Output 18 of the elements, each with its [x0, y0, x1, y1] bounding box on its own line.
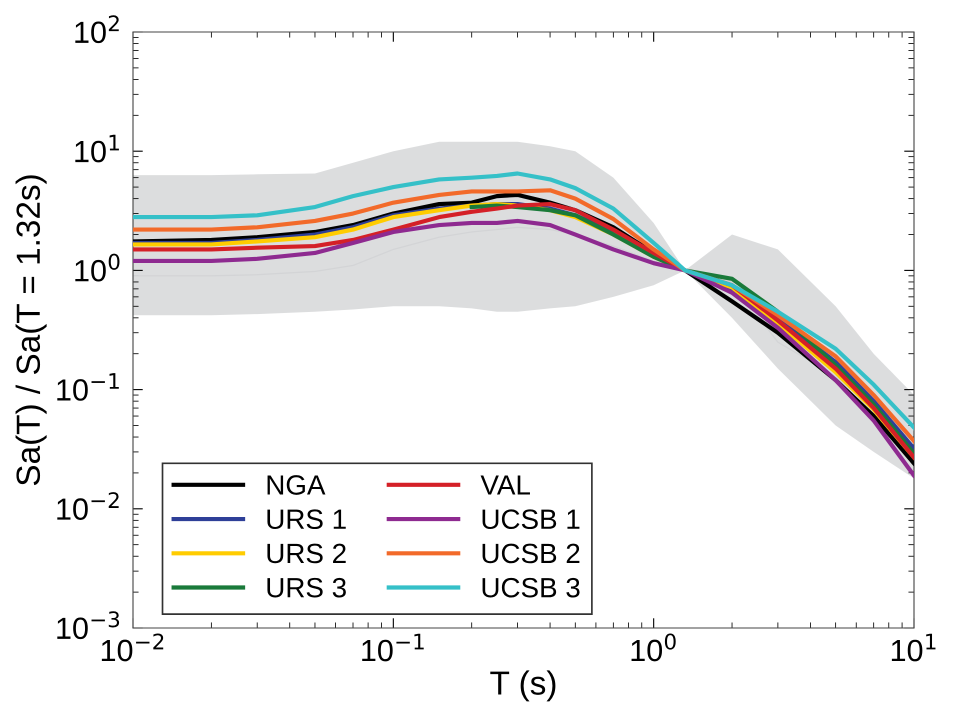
x-axis-title: T (s)	[490, 670, 556, 702]
legend-label: URS 1	[267, 509, 346, 530]
y-tick-label: 10$^{0}$	[75, 254, 120, 282]
legend-label: URS 2	[267, 544, 346, 564]
y-tick-label: 10$^{1}$	[75, 134, 119, 162]
y-tick-label: 10$^{2}$	[75, 15, 119, 44]
legend-label: VAL	[480, 475, 530, 495]
legend-label: URS 3	[267, 578, 346, 598]
legend-label: UCSB 3	[482, 578, 580, 598]
x-tick-label: 10$^{1}$	[892, 634, 936, 662]
y-tick-label: 10$^{−2}$	[57, 492, 119, 520]
legend-label: UCSB 2	[482, 544, 580, 564]
legend-label: NGA	[268, 475, 326, 495]
legend-label: UCSB 1	[482, 509, 580, 530]
y-axis-title: Sa(T) / Sa(T = 1.32s)	[16, 175, 47, 486]
x-tick-label: 10$^{−1}$	[362, 634, 424, 662]
x-tick-label: 10$^{0}$	[632, 633, 676, 662]
y-tick-label: 10$^{−1}$	[57, 373, 119, 401]
